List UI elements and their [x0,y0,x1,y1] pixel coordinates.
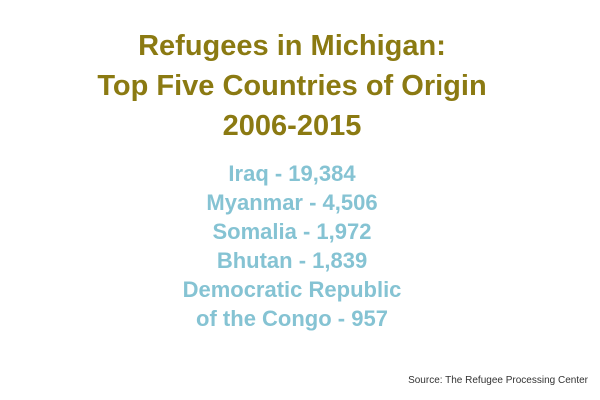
title-line-3: 2006-2015 [222,110,362,142]
infographic-title: Refugees in Michigan: Top Five Countries… [0,26,584,146]
title-line-2: Top Five Countries of Origin [97,70,487,102]
list-item-drc-line-1: Democratic Republic [182,277,402,302]
source-credit: Source: The Refugee Processing Center [408,375,588,386]
countries-list: Iraq - 19,384 Myanmar - 4,506 Somalia - … [0,159,584,333]
list-item-drc-line-2: of the Congo - 957 [196,306,388,331]
list-item-bhutan: Bhutan - 1,839 [216,248,368,273]
title-line-1: Refugees in Michigan: [138,30,446,62]
list-item-iraq: Iraq - 19,384 [228,161,356,186]
list-item-somalia: Somalia - 1,972 [212,219,372,244]
list-item-myanmar: Myanmar - 4,506 [206,190,378,215]
